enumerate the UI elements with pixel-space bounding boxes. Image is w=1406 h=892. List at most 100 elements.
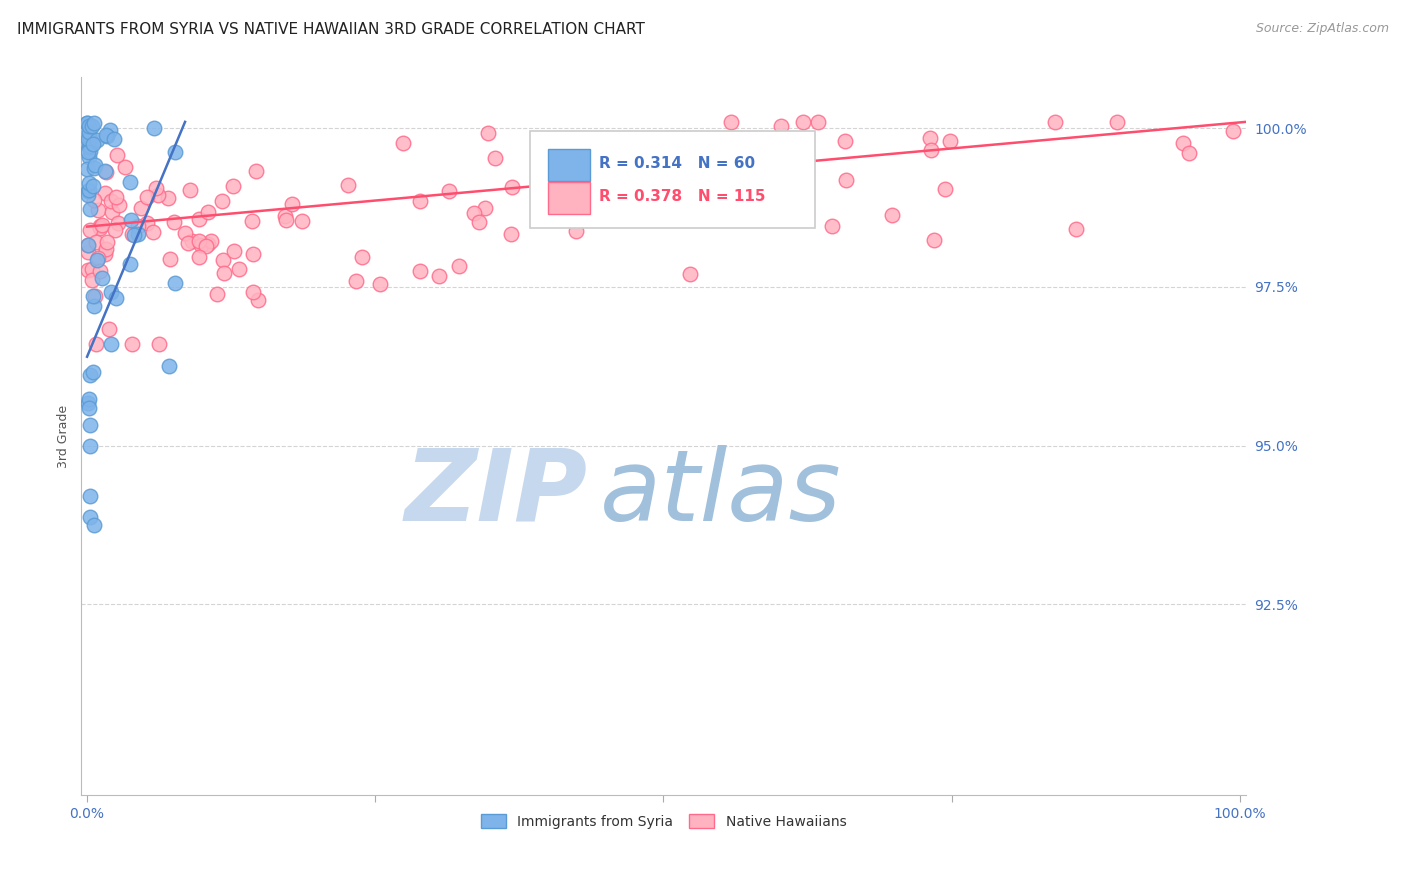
Point (97, 322, 120, 336)
Point (181, 234, 204, 248)
Point (245, 164, 267, 178)
Point (79, 509, 101, 524)
Point (84, 235, 107, 249)
Point (100, 285, 122, 299)
Point (136, 190, 159, 204)
Point (84, 288, 107, 302)
Point (1064, 222, 1087, 236)
Point (79, 439, 101, 453)
Point (77, 119, 100, 133)
Text: IMMIGRANTS FROM SYRIA VS NATIVE HAWAIIAN 3RD GRADE CORRELATION CHART: IMMIGRANTS FROM SYRIA VS NATIVE HAWAIIAN… (17, 22, 645, 37)
Point (173, 226, 195, 240)
Point (83, 299, 105, 313)
Point (127, 227, 149, 241)
Point (79, 490, 101, 504)
Point (77, 244, 100, 259)
Point (86, 133, 108, 147)
Text: R = 0.314   N = 60: R = 0.314 N = 60 (599, 156, 755, 171)
Point (920, 143, 942, 157)
Text: ZIP: ZIP (405, 445, 588, 542)
Point (834, 134, 856, 148)
Point (190, 238, 212, 252)
Point (179, 183, 201, 197)
Point (77, 238, 100, 252)
FancyBboxPatch shape (530, 131, 815, 228)
Point (835, 172, 858, 186)
Point (145, 181, 167, 195)
Point (105, 148, 128, 162)
Point (821, 219, 844, 233)
Point (83, 161, 105, 176)
Point (467, 214, 489, 228)
Point (87, 251, 110, 265)
Legend: Immigrants from Syria, Native Hawaiians: Immigrants from Syria, Native Hawaiians (475, 809, 852, 834)
Point (104, 291, 127, 305)
Point (159, 252, 181, 266)
Point (76, 188, 98, 202)
Point (89, 264, 111, 278)
Text: Source: ZipAtlas.com: Source: ZipAtlas.com (1256, 22, 1389, 36)
Point (76, 145, 98, 160)
Point (77, 184, 100, 198)
FancyBboxPatch shape (548, 182, 591, 214)
Point (83, 517, 105, 532)
Point (352, 250, 374, 264)
Point (194, 239, 217, 253)
Point (344, 274, 367, 288)
Point (101, 204, 124, 219)
Point (100, 194, 122, 208)
Point (228, 261, 250, 276)
Point (1105, 115, 1128, 129)
Point (77, 396, 100, 410)
Point (769, 163, 792, 178)
Point (1222, 124, 1244, 138)
Point (177, 236, 200, 251)
Point (922, 233, 945, 247)
Point (1177, 145, 1199, 160)
Point (807, 115, 830, 129)
Point (163, 214, 186, 228)
Point (77, 176, 100, 190)
Point (121, 227, 143, 242)
Point (1171, 136, 1194, 150)
Point (163, 276, 186, 290)
Point (880, 208, 903, 222)
Point (224, 244, 246, 259)
Point (1043, 115, 1066, 129)
Point (77, 132, 100, 146)
Point (77, 238, 100, 252)
Point (565, 225, 588, 239)
Point (82, 262, 104, 277)
Point (77, 134, 100, 148)
FancyBboxPatch shape (548, 149, 591, 181)
Point (94, 163, 117, 178)
Point (463, 206, 485, 220)
Point (77, 125, 100, 139)
Point (121, 337, 143, 351)
Point (79, 223, 101, 237)
Point (79, 417, 101, 432)
Point (82, 289, 104, 303)
Point (96, 165, 118, 179)
Point (77, 139, 100, 153)
Point (100, 336, 122, 351)
Point (188, 251, 211, 265)
Point (76, 116, 98, 130)
Point (96, 235, 118, 250)
Point (79, 401, 101, 415)
Point (76, 116, 98, 130)
Point (368, 277, 391, 291)
Point (135, 216, 157, 230)
Point (93, 247, 115, 261)
Point (91, 218, 114, 232)
Point (188, 234, 211, 248)
Point (291, 214, 314, 228)
Point (409, 194, 432, 208)
Point (240, 214, 263, 228)
Point (474, 202, 496, 216)
Point (918, 131, 941, 145)
Point (105, 190, 128, 204)
Point (120, 213, 142, 227)
Point (939, 134, 962, 148)
Point (89, 219, 111, 234)
